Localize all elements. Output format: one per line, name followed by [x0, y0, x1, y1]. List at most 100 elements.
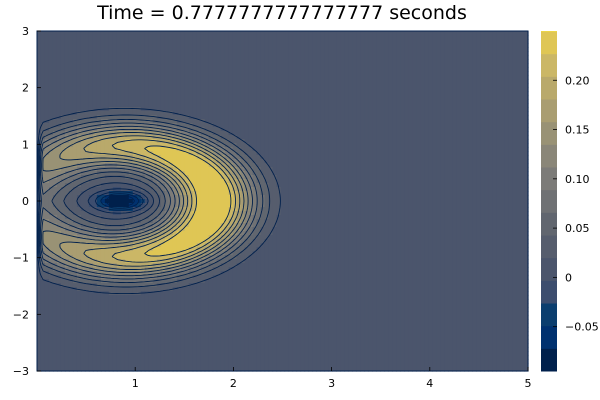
- contour-cell: [508, 47, 513, 52]
- contour-cell: [52, 115, 58, 120]
- contour-cell: [124, 119, 130, 124]
- contour-cell: [440, 95, 445, 100]
- contour-cell: [472, 163, 477, 168]
- contour-cell: [448, 47, 453, 52]
- contour-cell: [268, 59, 274, 64]
- contour-cell: [460, 119, 465, 124]
- contour-cell: [208, 91, 214, 96]
- contour-cell: [468, 83, 473, 88]
- contour-cell: [404, 119, 409, 124]
- contour-cell: [460, 103, 465, 108]
- contour-cell: [72, 75, 78, 80]
- contour-cell: [332, 87, 337, 92]
- contour-cell: [284, 115, 290, 120]
- contour-cell: [476, 75, 481, 80]
- contour-cell: [404, 187, 409, 192]
- contour-cell: [140, 179, 146, 184]
- contour-cell: [404, 175, 409, 180]
- contour-cell: [432, 139, 437, 144]
- contour-cell: [324, 187, 329, 192]
- contour-cell: [308, 55, 314, 60]
- contour-cell: [476, 55, 481, 60]
- contour-cell: [476, 115, 481, 120]
- contour-cell: [80, 55, 86, 60]
- contour-cell: [148, 59, 154, 64]
- contour-cell: [484, 67, 489, 72]
- contour-cell: [184, 167, 190, 172]
- contour-cell: [208, 39, 214, 44]
- contour-cell: [40, 151, 46, 156]
- contour-cell: [72, 191, 78, 196]
- contour-cell: [220, 35, 226, 40]
- contour-cell: [180, 87, 186, 92]
- contour-cell: [292, 47, 298, 52]
- contour-cell: [460, 43, 465, 48]
- contour-cell: [112, 51, 118, 56]
- contour-cell: [460, 171, 465, 176]
- contour-cell: [516, 47, 521, 52]
- contour-cell: [204, 63, 210, 68]
- contour-cell: [156, 35, 162, 40]
- contour-cell: [356, 159, 361, 164]
- contour-cell: [420, 87, 425, 92]
- contour-cell: [284, 67, 290, 72]
- contour-cell: [60, 75, 66, 80]
- contour-cell: [308, 187, 314, 192]
- contour-cell: [448, 131, 453, 136]
- contour-cell: [244, 99, 250, 104]
- contour-cell: [332, 139, 337, 144]
- contour-cell: [524, 107, 529, 112]
- contour-cell: [340, 151, 345, 156]
- contour-cell: [256, 135, 262, 140]
- contour-cell: [204, 99, 210, 104]
- contour-cell: [380, 67, 385, 72]
- contour-cell: [400, 67, 405, 72]
- contour-cell: [140, 51, 146, 56]
- contour-cell: [416, 111, 421, 116]
- contour-cell: [232, 51, 238, 56]
- contour-cell: [488, 119, 493, 124]
- contour-cell: [372, 83, 377, 88]
- contour-cell: [516, 155, 521, 160]
- contour-cell: [484, 63, 489, 68]
- contour-cell: [480, 183, 485, 188]
- contour-cell: [424, 95, 429, 100]
- contour-cell: [376, 67, 381, 72]
- contour-cell: [148, 147, 154, 152]
- contour-cell: [168, 75, 174, 80]
- contour-cell: [456, 91, 461, 96]
- contour-cell: [132, 43, 138, 48]
- contour-cell: [52, 67, 58, 72]
- contour-cell: [460, 91, 465, 96]
- contour-cell: [164, 119, 170, 124]
- contour-cell: [320, 95, 326, 100]
- contour-cell: [460, 135, 465, 140]
- contour-cell: [112, 91, 118, 96]
- contour-cell: [60, 95, 66, 100]
- contour-cell: [504, 87, 509, 92]
- contour-cell: [512, 99, 517, 104]
- contour-cell: [300, 31, 306, 36]
- contour-cell: [132, 87, 138, 92]
- contour-cell: [232, 87, 238, 92]
- contour-cell: [460, 55, 465, 60]
- contour-cell: [236, 131, 242, 136]
- contour-cell: [316, 55, 322, 60]
- contour-cell: [480, 147, 485, 152]
- contour-cell: [432, 87, 437, 92]
- contour-cell: [264, 71, 270, 76]
- contour-cell: [460, 159, 465, 164]
- contour-cell: [176, 103, 182, 108]
- contour-cell: [452, 151, 457, 156]
- contour-cell: [156, 127, 162, 132]
- contour-cell: [172, 87, 178, 92]
- contour-cell: [156, 187, 162, 192]
- contour-cell: [356, 111, 361, 116]
- contour-cell: [300, 159, 306, 164]
- contour-cell: [164, 127, 170, 132]
- contour-cell: [492, 171, 497, 176]
- contour-cell: [392, 123, 397, 128]
- contour-cell: [124, 51, 130, 56]
- contour-cell: [164, 123, 170, 128]
- contour-cell: [268, 39, 274, 44]
